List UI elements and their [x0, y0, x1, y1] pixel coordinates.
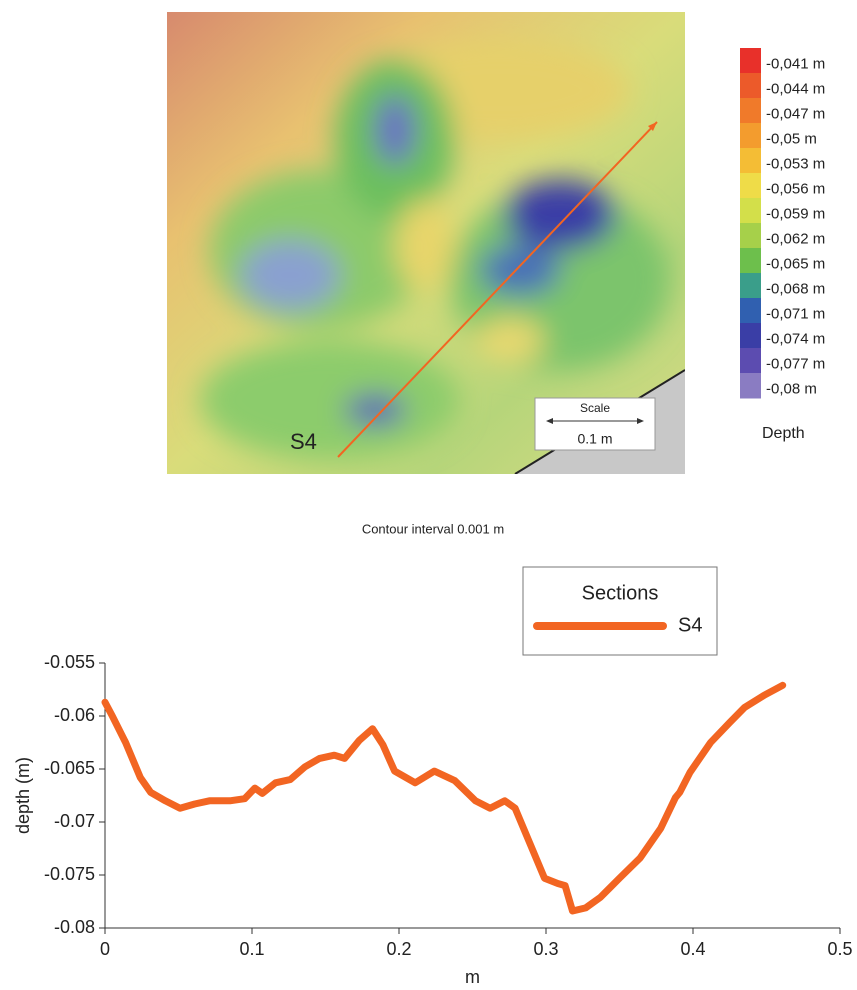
- colorbar-swatch: [740, 273, 761, 299]
- colorbar-label: -0,05 m: [766, 130, 817, 147]
- section-label: S4: [290, 429, 317, 454]
- x-tick-label: 0.5: [827, 939, 852, 959]
- colorbar-label: -0,071 m: [766, 305, 825, 322]
- colorbar-label: -0,059 m: [766, 205, 825, 222]
- series-line: [101, 681, 787, 915]
- legend-box: [522, 566, 718, 656]
- colorbar-label: -0,053 m: [766, 155, 825, 172]
- colorbar-label: -0,041 m: [766, 55, 825, 72]
- y-axis-label: depth (m): [13, 757, 33, 834]
- y-tick-label: -0.07: [54, 811, 95, 831]
- colorbar-swatch: [740, 298, 761, 324]
- x-tick-label: 0.3: [533, 939, 558, 959]
- colorbar-swatch: [740, 148, 761, 174]
- y-tick-label: -0.08: [54, 917, 95, 937]
- scale-value: 0.1 m: [577, 431, 612, 447]
- colorbar-label: -0,074 m: [766, 330, 825, 347]
- colorbar-swatch: [740, 98, 761, 124]
- colorbar-label: -0,062 m: [766, 230, 825, 247]
- legend-title: Sections: [582, 582, 659, 604]
- x-tick-label: 0.2: [386, 939, 411, 959]
- y-tick-label: -0.065: [44, 758, 95, 778]
- colorbar-swatch: [740, 248, 761, 274]
- x-tick-label: 0.1: [239, 939, 264, 959]
- colorbar-label: -0,077 m: [766, 355, 825, 372]
- x-axis-label: m: [465, 967, 480, 987]
- colorbar-label: -0,044 m: [766, 80, 825, 97]
- colorbar-swatch: [740, 73, 761, 99]
- y-tick-label: -0.075: [44, 864, 95, 884]
- colorbar: -0,041 m -0,044 m -0,047 m -0,05 m -0,053 m -…: [740, 48, 825, 399]
- scale-box: [534, 397, 656, 451]
- y-tick-label: -0.055: [44, 652, 95, 672]
- colorbar-swatch: [740, 373, 761, 399]
- colorbar-swatch: [740, 348, 761, 374]
- colorbar-swatch: [740, 198, 761, 224]
- colorbar-swatch: [740, 173, 761, 199]
- colorbar-label: -0,056 m: [766, 180, 825, 197]
- colorbar-swatch: [740, 123, 761, 149]
- colorbar-swatch: [740, 223, 761, 249]
- colorbar-swatch: [740, 323, 761, 349]
- colorbar-label: -0,047 m: [766, 105, 825, 122]
- colorbar-title: Depth: [762, 425, 805, 442]
- colorbar-label: -0,065 m: [766, 255, 825, 272]
- x-tick-label: 0.4: [680, 939, 705, 959]
- contour-map: [167, 12, 685, 474]
- line-chart: -0.08 -0.075 -0.07 -0.065 -0.06 -0.055 0 0.1 0.2…: [13, 566, 853, 987]
- scale-title: Scale: [580, 401, 610, 415]
- legend-label: S4: [678, 614, 702, 636]
- colorbar-label: -0,08 m: [766, 380, 817, 397]
- colorbar-swatch: [740, 48, 761, 74]
- x-tick-label: 0: [100, 939, 110, 959]
- colorbar-label: -0,068 m: [766, 280, 825, 297]
- caption: Contour interval 0.001 m: [362, 521, 504, 536]
- y-tick-label: -0.06: [54, 705, 95, 725]
